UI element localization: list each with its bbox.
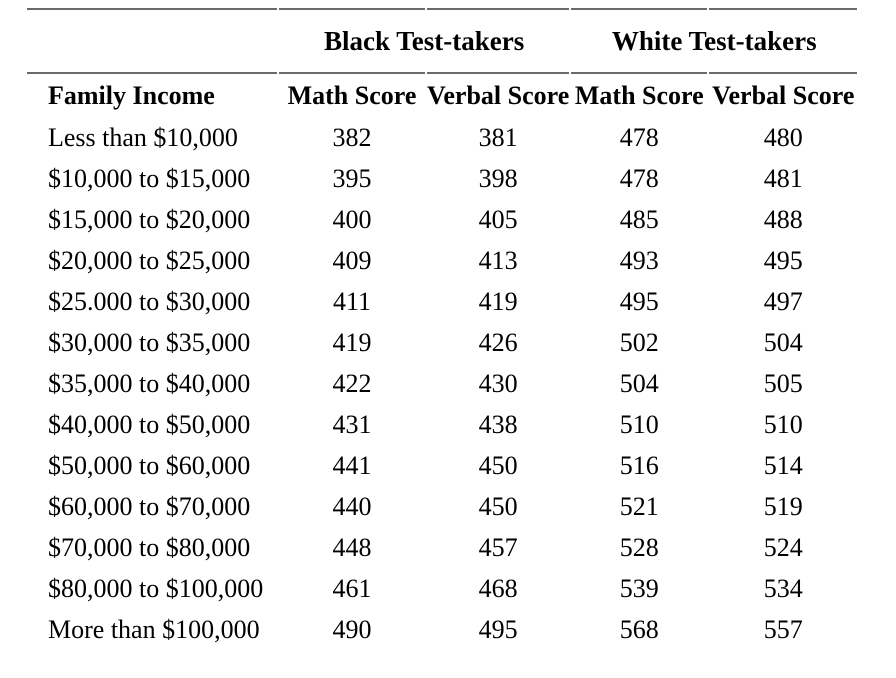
score-cell: 495 xyxy=(478,614,518,644)
score-cell: 440 xyxy=(332,491,372,521)
score-cell: 430 xyxy=(478,368,518,398)
score-cell: 481 xyxy=(763,163,803,193)
score-cell: 516 xyxy=(619,450,659,480)
table-row: $10,000 to $15,000 395 398 478 481 xyxy=(27,158,857,199)
group-header-white: White Test-takers xyxy=(611,25,817,56)
income-range-cell: $35,000 to $40,000 xyxy=(48,368,251,398)
score-cell: 426 xyxy=(478,327,518,357)
score-cell: 450 xyxy=(478,491,518,521)
income-range-cell: $80,000 to $100,000 xyxy=(48,573,264,603)
table-row: $40,000 to $50,000 431 438 510 510 xyxy=(27,404,857,445)
top-rule-segment xyxy=(27,8,277,10)
table-row: $70,000 to $80,000 448 457 528 524 xyxy=(27,527,857,568)
score-cell: 405 xyxy=(478,204,518,234)
score-cell: 457 xyxy=(478,532,518,562)
top-rule-segment xyxy=(427,8,570,10)
score-cell: 504 xyxy=(763,327,803,357)
score-cell: 478 xyxy=(619,122,659,152)
income-range-cell: $10,000 to $15,000 xyxy=(48,163,251,193)
table-row: Less than $10,000 382 381 478 480 xyxy=(27,117,857,158)
column-header-white-math: Math Score xyxy=(571,72,708,117)
income-range-cell: Less than $10,000 xyxy=(48,122,238,152)
column-header-white-verbal: Verbal Score xyxy=(709,72,858,117)
column-header-row: Family Income Math Score Verbal Score Ma… xyxy=(27,72,858,117)
score-cell: 400 xyxy=(332,204,372,234)
score-cell: 505 xyxy=(763,368,803,398)
top-rule-segment xyxy=(571,8,708,10)
score-cell: 411 xyxy=(332,286,372,316)
income-range-cell: $60,000 to $70,000 xyxy=(48,491,251,521)
score-cell: 480 xyxy=(763,122,803,152)
score-cell: 557 xyxy=(763,614,803,644)
score-cell: 485 xyxy=(619,204,659,234)
score-cell: 488 xyxy=(763,204,803,234)
group-header-spacer xyxy=(27,10,277,72)
table-row: $20,000 to $25,000 409 413 493 495 xyxy=(27,240,857,281)
income-range-cell: More than $100,000 xyxy=(48,614,260,644)
score-cell: 398 xyxy=(478,163,518,193)
score-cell: 382 xyxy=(332,122,372,152)
score-cell: 524 xyxy=(763,532,803,562)
score-cell: 568 xyxy=(619,614,659,644)
score-cell: 502 xyxy=(619,327,659,357)
score-cell: 381 xyxy=(478,122,518,152)
table-row: More than $100,000 490 495 568 557 xyxy=(27,609,857,650)
score-cell: 510 xyxy=(619,409,659,439)
table-row: $35,000 to $40,000 422 430 504 505 xyxy=(27,363,857,404)
table-row: $30,000 to $35,000 419 426 502 504 xyxy=(27,322,857,363)
score-cell: 461 xyxy=(332,573,372,603)
score-cell: 504 xyxy=(619,368,659,398)
table-row: $60,000 to $70,000 440 450 521 519 xyxy=(27,486,857,527)
top-rule-segment xyxy=(709,8,858,10)
top-rule-segment xyxy=(279,8,425,10)
score-cell: 510 xyxy=(763,409,803,439)
score-cell: 438 xyxy=(478,409,518,439)
score-cell: 493 xyxy=(619,245,659,275)
group-header-row: Black Test-takers White Test-takers xyxy=(27,10,857,72)
sat-scores-by-income-table: Black Test-takers White Test-takers Fami… xyxy=(25,8,859,650)
column-header-black-math: Math Score xyxy=(279,72,425,117)
score-cell: 419 xyxy=(478,286,518,316)
score-cell: 448 xyxy=(332,532,372,562)
score-cell: 539 xyxy=(619,573,659,603)
score-cell: 521 xyxy=(619,491,659,521)
score-cell: 478 xyxy=(619,163,659,193)
score-cell: 490 xyxy=(332,614,372,644)
score-cell: 431 xyxy=(332,409,372,439)
table-row: $50,000 to $60,000 441 450 516 514 xyxy=(27,445,857,486)
score-cell: 534 xyxy=(763,573,803,603)
score-cell: 450 xyxy=(478,450,518,480)
income-range-cell: $70,000 to $80,000 xyxy=(48,532,251,562)
score-cell: 528 xyxy=(619,532,659,562)
score-cell: 441 xyxy=(332,450,372,480)
income-range-cell: $25.000 to $30,000 xyxy=(48,286,251,316)
column-header-black-verbal: Verbal Score xyxy=(427,72,570,117)
income-range-cell: $15,000 to $20,000 xyxy=(48,204,251,234)
table-row: $25.000 to $30,000 411 419 495 497 xyxy=(27,281,857,322)
score-cell: 495 xyxy=(619,286,659,316)
table-row: $80,000 to $100,000 461 468 539 534 xyxy=(27,568,857,609)
table-top-rule xyxy=(27,8,858,10)
score-cell: 409 xyxy=(332,245,372,275)
score-cell: 413 xyxy=(478,245,518,275)
score-cell: 422 xyxy=(332,368,372,398)
income-range-cell: $30,000 to $35,000 xyxy=(48,327,251,357)
score-cell: 419 xyxy=(332,327,372,357)
income-range-cell: $50,000 to $60,000 xyxy=(48,450,251,480)
score-cell: 395 xyxy=(332,163,372,193)
income-range-cell: $40,000 to $50,000 xyxy=(48,409,251,439)
table-row: $15,000 to $20,000 400 405 485 488 xyxy=(27,199,857,240)
score-cell: 495 xyxy=(763,245,803,275)
column-header-family-income: Family Income xyxy=(27,72,277,117)
score-cell: 497 xyxy=(763,286,803,316)
group-header-black: Black Test-takers xyxy=(324,25,525,56)
score-cell: 514 xyxy=(763,450,803,480)
score-cell: 519 xyxy=(763,491,803,521)
score-cell: 468 xyxy=(478,573,518,603)
income-range-cell: $20,000 to $25,000 xyxy=(48,245,251,275)
